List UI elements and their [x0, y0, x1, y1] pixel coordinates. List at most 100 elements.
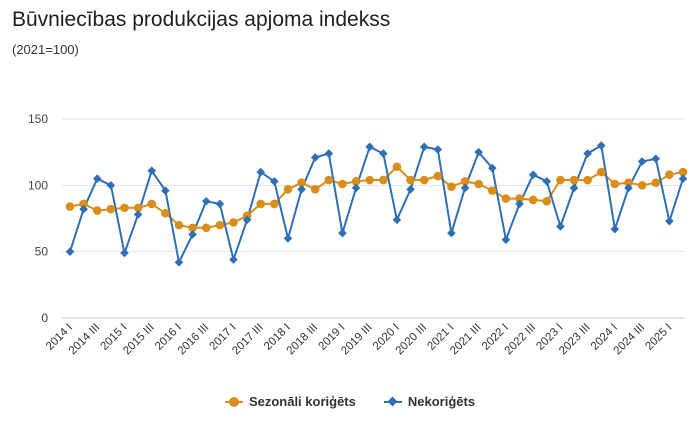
data-point-seasonal: [460, 177, 470, 186]
data-point-raw: [229, 255, 238, 264]
data-point-raw: [501, 235, 511, 245]
data-point-seasonal: [338, 179, 347, 189]
legend-item-raw[interactable]: Nekoriģēts: [383, 394, 476, 409]
data-point-raw: [487, 163, 497, 173]
x-tick-label: 2020 III: [394, 322, 430, 358]
legend-swatch-raw: [383, 396, 402, 407]
data-point-seasonal: [569, 175, 579, 185]
y-tick-label: 0: [41, 311, 48, 325]
data-point-raw: [624, 183, 633, 193]
data-point-raw: [65, 247, 75, 256]
data-point-raw: [161, 186, 170, 195]
data-point-raw: [406, 185, 415, 194]
data-point-raw: [106, 181, 116, 190]
data-point-seasonal: [678, 167, 688, 177]
data-point-raw: [556, 222, 565, 231]
data-point-seasonal: [542, 196, 552, 206]
x-tick-label: 2021 III: [448, 322, 484, 358]
data-point-raw: [79, 204, 88, 214]
legend-label-raw: Nekoriģēts: [407, 394, 476, 409]
data-point-raw: [310, 153, 320, 162]
data-point-seasonal: [528, 195, 538, 205]
data-point-raw: [447, 228, 456, 238]
data-point-raw: [120, 248, 129, 258]
data-point-raw: [515, 199, 524, 209]
data-point-raw: [474, 147, 483, 157]
legend-swatch-seasonal: [224, 396, 243, 407]
data-point-seasonal: [92, 206, 102, 215]
x-tick-label: 2023 III: [557, 322, 593, 358]
data-point-seasonal: [624, 178, 633, 187]
data-point-raw: [351, 183, 361, 193]
data-point-seasonal: [79, 199, 88, 209]
data-point-raw: [528, 170, 538, 180]
data-point-raw: [365, 142, 374, 152]
data-point-raw: [338, 228, 347, 238]
x-tick-label: 2024 III: [612, 322, 648, 358]
data-point-seasonal: [637, 181, 647, 190]
data-point-raw: [201, 196, 211, 206]
series-line-0: [69, 165, 684, 229]
data-point-seasonal: [501, 194, 511, 203]
data-point-raw: [460, 183, 470, 193]
data-point-raw: [583, 149, 592, 158]
data-point-seasonal: [174, 220, 184, 230]
x-tick-label: 2014 III: [67, 322, 103, 358]
x-tick-label: 2017 III: [230, 322, 266, 358]
data-point-raw: [297, 185, 306, 194]
data-point-raw: [133, 210, 143, 219]
data-point-raw: [379, 149, 388, 158]
x-tick-label: 2022 III: [503, 322, 539, 358]
data-point-seasonal: [324, 175, 334, 185]
data-point-raw: [637, 157, 647, 166]
chart-subtitle: (2021=100): [12, 42, 79, 57]
data-point-seasonal: [270, 199, 279, 209]
data-point-seasonal: [297, 178, 306, 187]
data-point-raw: [242, 215, 252, 225]
data-point-seasonal: [133, 203, 143, 213]
y-tick-label: 50: [35, 245, 49, 259]
data-point-raw: [270, 177, 279, 186]
data-point-seasonal: [447, 182, 456, 191]
x-tick-label: 2025 I: [643, 322, 674, 353]
data-point-seasonal: [651, 178, 661, 187]
data-point-seasonal: [365, 175, 374, 185]
data-point-seasonal: [433, 171, 443, 181]
data-point-raw: [678, 174, 688, 183]
data-point-raw: [596, 141, 606, 150]
x-tick-label: 2019 III: [339, 322, 375, 358]
y-tick-label: 150: [28, 112, 48, 126]
data-point-seasonal: [310, 185, 320, 194]
data-point-seasonal: [229, 218, 238, 227]
data-point-seasonal: [161, 208, 170, 218]
data-point-seasonal: [474, 179, 483, 189]
data-point-seasonal: [406, 175, 415, 185]
data-point-raw: [147, 166, 157, 176]
data-point-raw: [569, 183, 579, 193]
data-point-seasonal: [106, 204, 116, 214]
data-point-seasonal: [556, 175, 565, 185]
data-point-seasonal: [665, 170, 674, 180]
x-tick-label: 2016 III: [176, 322, 212, 358]
data-point-seasonal: [201, 223, 211, 233]
data-point-raw: [542, 177, 552, 186]
data-point-seasonal: [596, 167, 606, 177]
data-point-seasonal: [583, 175, 592, 185]
legend-item-seasonal[interactable]: Sezonāli koriģēts: [224, 394, 356, 409]
data-point-raw: [92, 174, 102, 183]
data-point-seasonal: [379, 175, 388, 185]
data-point-seasonal: [515, 194, 524, 203]
data-point-seasonal: [351, 177, 361, 186]
data-point-raw: [392, 215, 402, 225]
data-point-raw: [433, 145, 443, 154]
data-point-raw: [651, 154, 661, 164]
data-point-seasonal: [65, 202, 75, 211]
data-point-raw: [324, 149, 334, 158]
data-point-seasonal: [487, 186, 497, 195]
data-point-raw: [665, 216, 674, 226]
y-tick-label: 100: [28, 178, 48, 192]
data-point-seasonal: [256, 199, 266, 209]
data-point-seasonal: [283, 185, 293, 194]
x-tick-label: 2018 III: [285, 322, 321, 358]
